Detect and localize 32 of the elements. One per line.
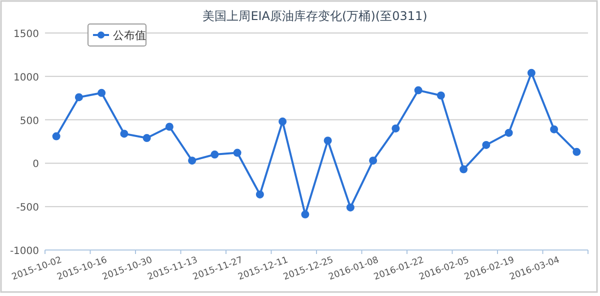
- point: [233, 148, 242, 157]
- point: [165, 122, 174, 131]
- legend-label: 公布值: [113, 29, 146, 42]
- y-tick-label: 1500: [14, 29, 39, 40]
- y-tick-label: -500: [16, 202, 39, 214]
- y-tick-label: 1000: [14, 72, 39, 84]
- point: [527, 68, 536, 77]
- y-tick-label: -1000: [10, 246, 39, 257]
- point: [414, 86, 422, 94]
- point: [572, 148, 581, 156]
- point: [301, 210, 310, 218]
- point: [324, 136, 332, 145]
- y-tick-label: 0: [32, 159, 39, 170]
- point: [278, 118, 287, 126]
- point: [460, 165, 468, 174]
- point: [188, 156, 196, 165]
- point: [142, 134, 151, 142]
- point: [369, 156, 378, 165]
- point: [52, 132, 60, 140]
- point: [392, 124, 400, 132]
- point: [550, 125, 558, 134]
- point: [346, 203, 354, 212]
- point: [504, 128, 513, 137]
- point: [436, 91, 445, 100]
- point: [120, 130, 128, 138]
- point: [210, 150, 219, 159]
- y-tick-label: 500: [20, 116, 39, 127]
- point: [74, 93, 83, 102]
- point: [482, 140, 490, 149]
- point: [98, 88, 106, 97]
- chart-title: 美国上周EIA原油库存变化(万桶)(至0311): [202, 9, 428, 23]
- point: [256, 190, 264, 198]
